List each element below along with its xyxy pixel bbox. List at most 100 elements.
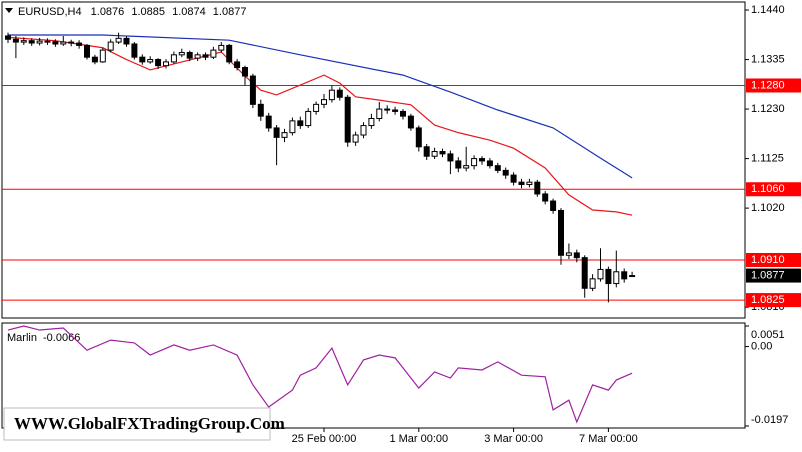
candle-body [68,41,75,44]
candle-body [415,127,422,148]
candle-body [510,174,517,183]
candle-body [384,108,391,111]
candle-body [305,110,312,127]
candle-body [12,38,19,43]
x-tick-label: 7 Mar 00:00 [579,433,638,445]
candle-body [526,181,533,186]
candle-body [447,153,454,162]
candle-body [605,268,612,285]
watermark: WWW.GlobalFXTradingGroup.Com [14,414,285,433]
candle-body [328,89,335,101]
candle-body [297,120,304,127]
main-panel [1,1,746,319]
candle-body [502,169,509,176]
moving-average [8,34,633,179]
watermark-box [3,407,271,441]
level-tag [746,252,801,267]
candle-body [463,165,470,169]
candle-body [234,61,241,69]
candle-body [423,146,430,157]
chart-title: EURUSD,H4 1.0876 1.0885 1.0874 1.0877 [18,6,246,18]
candle-body [534,181,541,195]
candle-body [91,56,98,63]
candle-body [20,40,27,43]
candle-body [486,160,493,167]
candle-body [202,54,209,58]
candle-body [352,134,359,143]
candle-body [558,209,564,256]
candle-body [107,41,114,51]
candle-body [147,59,154,63]
candle-body [170,54,177,63]
candle-body [249,75,256,105]
candle-body [139,56,146,63]
candle-body [28,40,35,44]
candle-body [155,59,162,67]
candle-body [163,61,169,67]
candle-body [621,271,628,280]
candle-body [218,44,225,51]
open: 1.0876 [91,6,125,18]
candle-body [431,151,438,157]
level-label: 1.1280 [751,79,785,91]
moving-average [7,36,633,216]
y-tick-label: 1.1125 [751,152,784,164]
candle-body [439,151,446,155]
y-tick-label: 1.1335 [751,53,785,65]
candle-body [115,37,122,43]
level-tag [746,293,801,308]
candle-body [123,37,130,45]
candle-body [455,160,462,169]
candle-body [281,132,288,138]
candle-body [581,257,588,289]
level-label: 1.0825 [751,294,785,306]
candle-body [589,278,596,289]
candle-body [273,127,280,138]
candle-body [518,181,525,186]
candle-body [494,165,501,171]
level-tag [746,182,801,197]
candle-body [60,41,67,45]
candle-body [321,99,327,105]
low: 1.0874 [172,6,206,18]
candle-body [186,51,193,59]
candle-body [565,252,572,256]
candle-body [479,158,485,162]
last-price-label: 1.0877 [751,269,785,281]
candle-body [52,41,59,45]
candle-body [629,275,636,278]
candle-body [597,268,604,280]
candle-body [242,67,248,77]
indicator-line [7,325,633,424]
close: 1.0877 [213,6,247,18]
y-tick-label: 1.1020 [751,202,785,214]
candle-body [44,40,51,43]
candle-body [573,252,580,259]
candle-body [210,49,217,58]
indicator-tick-label: 0.0051 [751,329,785,341]
candle-body [131,43,138,58]
candle-body [99,49,106,63]
indicator-tick-label: -0.0197 [751,414,788,426]
candle-body [5,35,11,40]
menu-icon [5,8,13,13]
candle-body [226,44,233,63]
candle-body [265,115,272,129]
x-tick-label: 1 Mar 00:00 [389,433,448,445]
candle-body [84,44,90,58]
candle-body [289,120,296,134]
candle-body [76,42,83,46]
candle-body [336,89,343,98]
candle-body [613,271,620,285]
candle-body [376,108,383,119]
last-price-tag [746,268,801,283]
high: 1.0885 [131,6,165,18]
candle-body [178,51,185,56]
candle-body [313,103,320,112]
symbol: EURUSD,H4 [18,6,82,18]
candle-body [407,115,414,129]
y-tick-label: 1.1440 [751,4,785,16]
